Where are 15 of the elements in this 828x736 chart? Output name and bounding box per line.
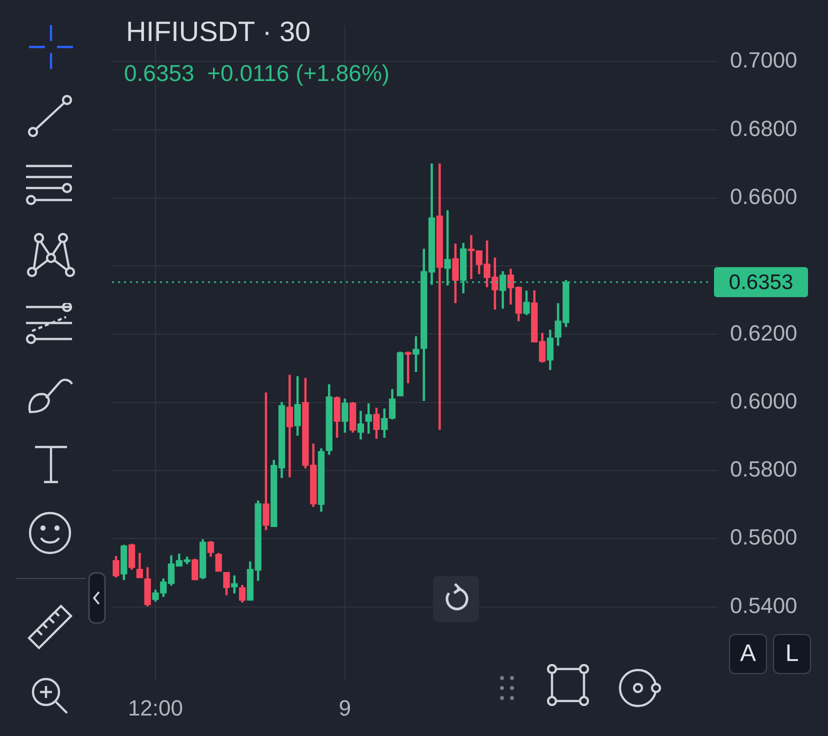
x-tick-label: 9 [338,695,352,720]
text: 0.6353 +0.0116 (+1.86%) [124,60,390,87]
y-tick-label: 0.5600 [730,524,798,550]
y-tick-label: 0.6200 [730,320,798,346]
y-tick-label: 0.7000 [730,48,798,73]
ref-line-label: 0.6353 [728,270,794,294]
y-tick-label: 0.6600 [730,184,798,209]
log-scale-button: L [773,634,811,674]
auto-scale-button: A [729,634,767,674]
y-tick-label: 0.5400 [730,592,798,618]
x-tick-label: 12:00 [128,695,183,720]
y-tick-label: 0.6000 [730,388,798,414]
y-tick-label: 0.5800 [730,456,798,482]
chart-title: HIFIUSDT · 30 [126,16,311,48]
y-tick-label: 0.6800 [730,116,798,141]
